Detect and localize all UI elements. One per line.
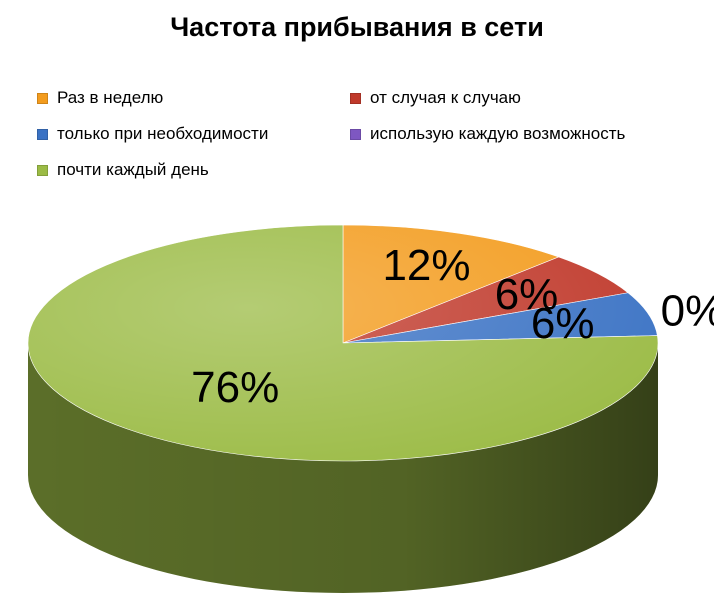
legend-item: использую каждую возможность bbox=[350, 124, 625, 144]
legend-item: от случая к случаю bbox=[350, 88, 521, 108]
legend-swatch bbox=[37, 92, 48, 104]
legend-item: только при необходимости bbox=[37, 124, 268, 144]
legend-label: Раз в неделю bbox=[57, 88, 164, 107]
pie-side-shade bbox=[28, 343, 658, 593]
legend-item: Раз в неделю bbox=[37, 88, 163, 108]
legend-swatch bbox=[37, 128, 48, 140]
legend-swatch bbox=[350, 128, 361, 140]
pie-gloss bbox=[28, 225, 658, 461]
slice-label: 6% bbox=[531, 299, 595, 348]
legend-item: почти каждый день bbox=[37, 160, 209, 180]
slice-label: 12% bbox=[382, 241, 470, 290]
legend-swatch bbox=[37, 164, 48, 176]
legend-label: только при необходимости bbox=[57, 124, 269, 143]
chart-title: Частота прибывания в сети bbox=[170, 12, 544, 42]
pie-labels: 12% 6%6% 0% 76% bbox=[191, 241, 714, 412]
legend: Раз в неделю от случая к случаю только п… bbox=[0, 0, 714, 200]
legend-swatch bbox=[350, 92, 361, 104]
slice-label: 76% bbox=[191, 363, 279, 412]
legend-label: от случая к случаю bbox=[370, 88, 521, 107]
pie-sides bbox=[28, 343, 658, 593]
legend-label: почти каждый день bbox=[57, 160, 209, 179]
slice-label: 6% bbox=[495, 270, 559, 319]
legend-label: использую каждую возможность bbox=[370, 124, 626, 143]
slice-label: 0% bbox=[661, 287, 714, 336]
pie-tops bbox=[27, 224, 659, 462]
